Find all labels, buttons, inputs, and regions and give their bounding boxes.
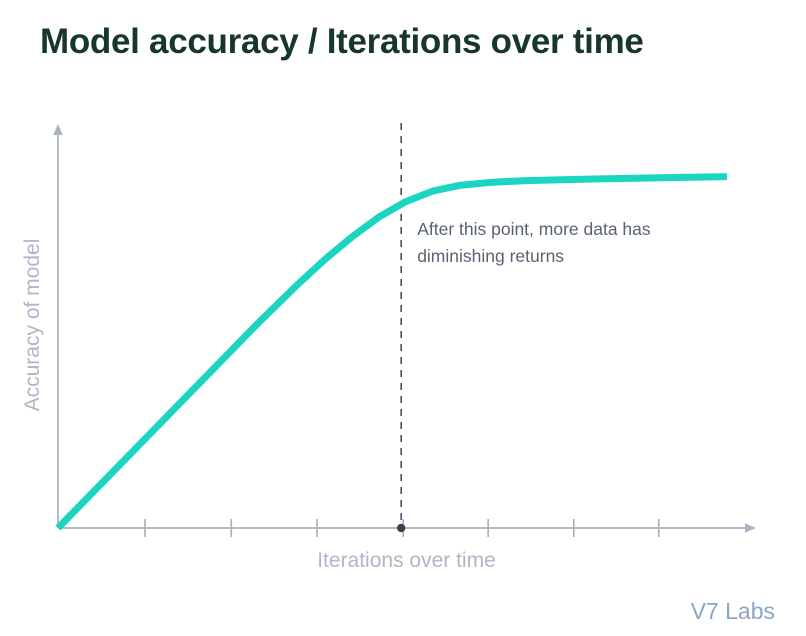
- x-axis-arrow-icon: [745, 523, 756, 533]
- page-title: Model accuracy / Iterations over time: [40, 22, 644, 61]
- reference-line-axis-dot: [396, 523, 406, 533]
- y-axis-arrow-icon: [53, 124, 63, 135]
- y-axis-label: Accuracy of model: [21, 238, 44, 412]
- accuracy-curve: [55, 173, 728, 531]
- v7-labs-watermark: V7 Labs: [690, 598, 775, 624]
- annotation-line-2: diminishing returns: [417, 246, 565, 266]
- annotation-line-1: After this point, more data has: [417, 219, 651, 239]
- x-axis-label: Iterations over time: [317, 549, 496, 572]
- annotation-diminishing-returns: After this point, more data has diminish…: [417, 216, 650, 270]
